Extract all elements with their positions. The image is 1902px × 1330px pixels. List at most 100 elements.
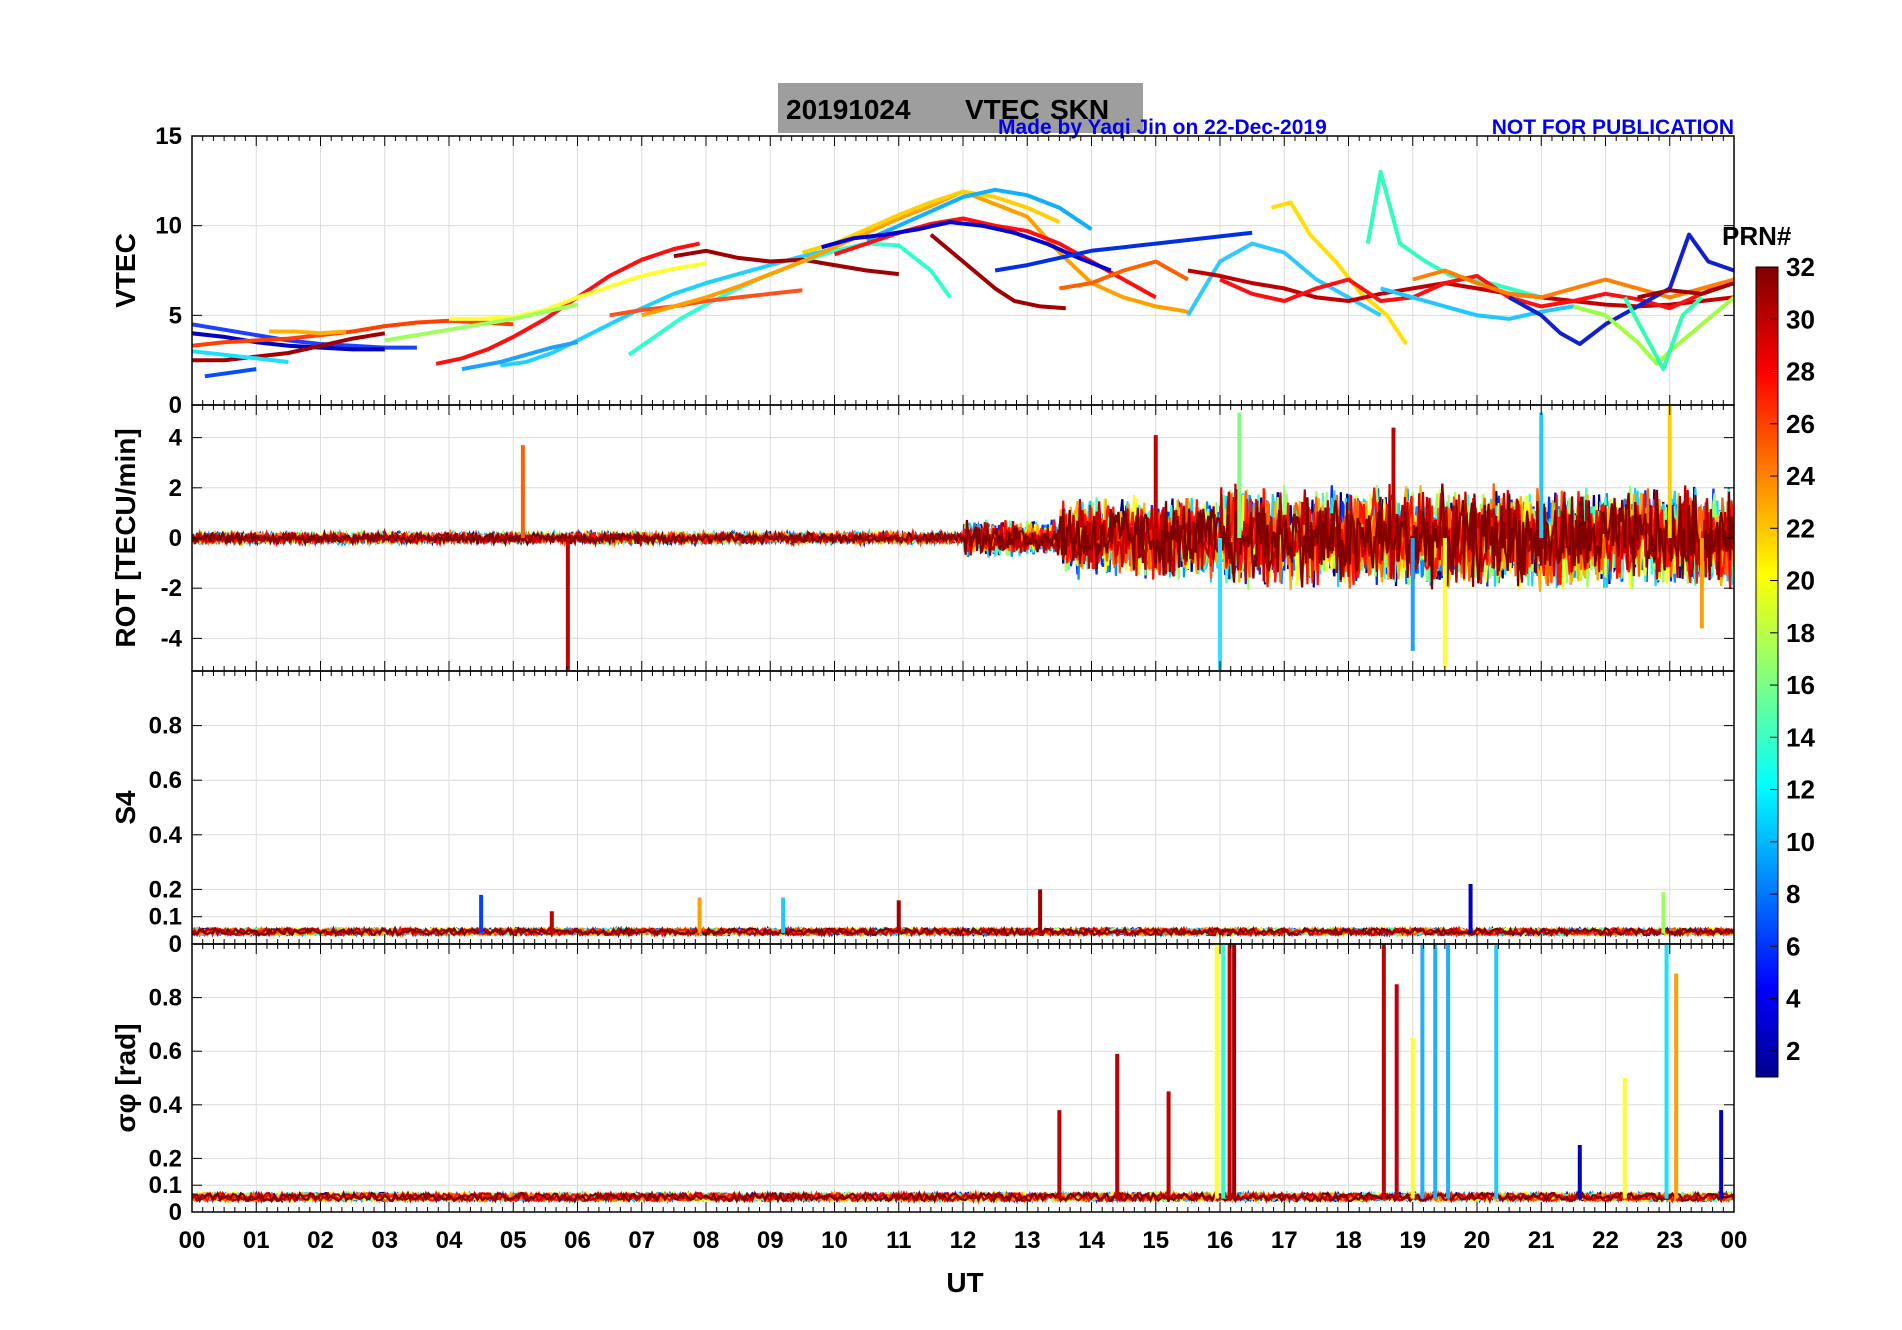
colorbar-tick-label: 16 bbox=[1786, 670, 1815, 700]
y-tick-label: 0.6 bbox=[149, 767, 182, 794]
y-tick-label: 0.8 bbox=[149, 713, 182, 740]
colorbar-title: PRN# bbox=[1722, 221, 1792, 251]
y-axis-label: VTEC bbox=[110, 233, 141, 308]
x-tick-label: 05 bbox=[500, 1227, 527, 1254]
colorbar-tick-label: 4 bbox=[1786, 984, 1801, 1014]
vtec-series-line bbox=[641, 189, 1189, 318]
y-tick-label: 4 bbox=[169, 425, 183, 452]
vtec-series-line bbox=[500, 247, 835, 368]
x-tick-label: 14 bbox=[1078, 1227, 1105, 1254]
x-tick-label: 20 bbox=[1464, 1227, 1491, 1254]
vtec-series-line bbox=[821, 220, 1112, 273]
colorbar-tick-label: 22 bbox=[1786, 513, 1815, 543]
vtec-series-line bbox=[192, 349, 289, 364]
y-tick-label: 0.1 bbox=[149, 904, 182, 931]
x-tick-label: 08 bbox=[693, 1227, 720, 1254]
grid-s4 bbox=[191, 671, 1735, 945]
x-tick-label: 17 bbox=[1271, 1227, 1298, 1254]
vtec-series-line bbox=[1270, 200, 1408, 346]
y-tick-label: 0 bbox=[169, 1199, 182, 1226]
data-rot bbox=[192, 405, 1734, 671]
y-tick-label: 0.4 bbox=[149, 822, 183, 849]
x-tick-label: 22 bbox=[1592, 1227, 1619, 1254]
credit-made-by: Made by Yaqi Jin on 22-Dec-2019 bbox=[998, 116, 1327, 139]
colorbar-tick-label: 28 bbox=[1786, 357, 1815, 387]
y-tick-label: -4 bbox=[161, 625, 183, 652]
x-tick-label: 04 bbox=[436, 1227, 463, 1254]
data-vtec bbox=[192, 169, 1734, 379]
x-tick-label: 11 bbox=[886, 1227, 911, 1254]
vtec-series-line bbox=[192, 331, 386, 363]
title-box bbox=[778, 83, 1143, 133]
x-tick-label: 21 bbox=[1528, 1227, 1555, 1254]
colorbar-tick-label: 2 bbox=[1786, 1036, 1800, 1066]
x-tick-label: 00 bbox=[1721, 1227, 1748, 1254]
vtec-series-line bbox=[673, 248, 900, 277]
y-tick-label: 15 bbox=[155, 123, 182, 150]
x-tick-label: 19 bbox=[1399, 1227, 1426, 1254]
title-station: SKN bbox=[1050, 94, 1109, 125]
title-date: 20191024 bbox=[786, 94, 911, 125]
x-tick-label: 06 bbox=[564, 1227, 591, 1254]
vtec-series-line bbox=[204, 367, 257, 379]
vtec-series-line bbox=[1365, 169, 1542, 300]
colorbar-gradient bbox=[1755, 266, 1779, 1078]
grid-vtec bbox=[191, 135, 1735, 406]
colorbar-tick-label: 6 bbox=[1786, 931, 1800, 961]
x-tick-label: 16 bbox=[1207, 1227, 1234, 1254]
panel-sigma_phi: 00.10.2 0.4 0.6 0.8 σφ [rad] 00 01 02 03 04 05 06 07… bbox=[110, 943, 1748, 1254]
y-tick-label: 0.6 bbox=[149, 1038, 182, 1065]
colorbar-tick-label: 20 bbox=[1786, 566, 1815, 596]
y-tick-label: -2 bbox=[161, 575, 182, 602]
vtec-series-line bbox=[1572, 295, 1734, 366]
vtec-series-line bbox=[1186, 241, 1382, 318]
colorbar-tick-label: 14 bbox=[1786, 722, 1815, 752]
y-tick-label: 5 bbox=[169, 302, 182, 329]
panel-rot: -4 -2 0 2 4 ROT [TECU/min] bbox=[110, 404, 1735, 672]
x-tick-label: 09 bbox=[757, 1227, 784, 1254]
rot-noise-line bbox=[192, 483, 1734, 590]
x-tick-label: 07 bbox=[628, 1227, 655, 1254]
y-tick-label: 10 bbox=[155, 213, 182, 240]
x-tick-label: 18 bbox=[1335, 1227, 1362, 1254]
y-axis-label: ROT [TECU/min] bbox=[110, 428, 141, 647]
colorbar-tick-label: 10 bbox=[1786, 827, 1815, 857]
y-tick-label: 0 bbox=[169, 931, 182, 958]
x-tick-label: 00 bbox=[179, 1227, 206, 1254]
y-axis-label: σφ [rad] bbox=[110, 1023, 141, 1132]
vtec-series-line bbox=[192, 322, 417, 350]
x-tick-label: 23 bbox=[1656, 1227, 1683, 1254]
vtec-series-line bbox=[1623, 295, 1704, 372]
vtec-series-line bbox=[609, 288, 803, 318]
vtec-series-line bbox=[994, 230, 1253, 273]
y-tick-label: 0.2 bbox=[149, 876, 182, 903]
y-tick-label: 0 bbox=[169, 392, 182, 419]
y-tick-label: 0.1 bbox=[149, 1172, 182, 1199]
vtec-series-line bbox=[461, 340, 578, 372]
x-tick-label: 02 bbox=[307, 1227, 334, 1254]
vtec-series-line bbox=[1637, 281, 1734, 300]
x-tick-label: 03 bbox=[371, 1227, 398, 1254]
colorbar-tick-label: 30 bbox=[1786, 304, 1815, 334]
vtec-series-line bbox=[1187, 268, 1734, 309]
s4-noise-line bbox=[192, 925, 1734, 938]
sigma_phi-noise-line bbox=[192, 1190, 1734, 1204]
x-tick-label: 13 bbox=[1014, 1227, 1041, 1254]
y-tick-label: 0 bbox=[169, 525, 182, 552]
vtec-series-line bbox=[192, 331, 385, 352]
credit-notice: NOT FOR PUBLICATION bbox=[1492, 116, 1734, 139]
panel-s4: 00.10.2 0.4 0.6 0.8 S4 bbox=[110, 670, 1735, 958]
colorbar-tick-label: 32 bbox=[1786, 252, 1815, 282]
panel-vtec: 0 5 10 15 VTEC bbox=[110, 123, 1735, 419]
x-tick-label: 01 bbox=[243, 1227, 270, 1254]
grid-sigma_phi bbox=[191, 944, 1735, 1213]
y-tick-label: 2 bbox=[169, 475, 182, 502]
colorbar-tick-label: 24 bbox=[1786, 461, 1815, 491]
data-sigma_phi bbox=[192, 944, 1734, 1205]
y-tick-label: 0.2 bbox=[149, 1145, 182, 1172]
title-quantity: VTEC bbox=[965, 94, 1040, 125]
vtec-series-line bbox=[384, 302, 578, 343]
vtec-series-line bbox=[1508, 232, 1734, 346]
